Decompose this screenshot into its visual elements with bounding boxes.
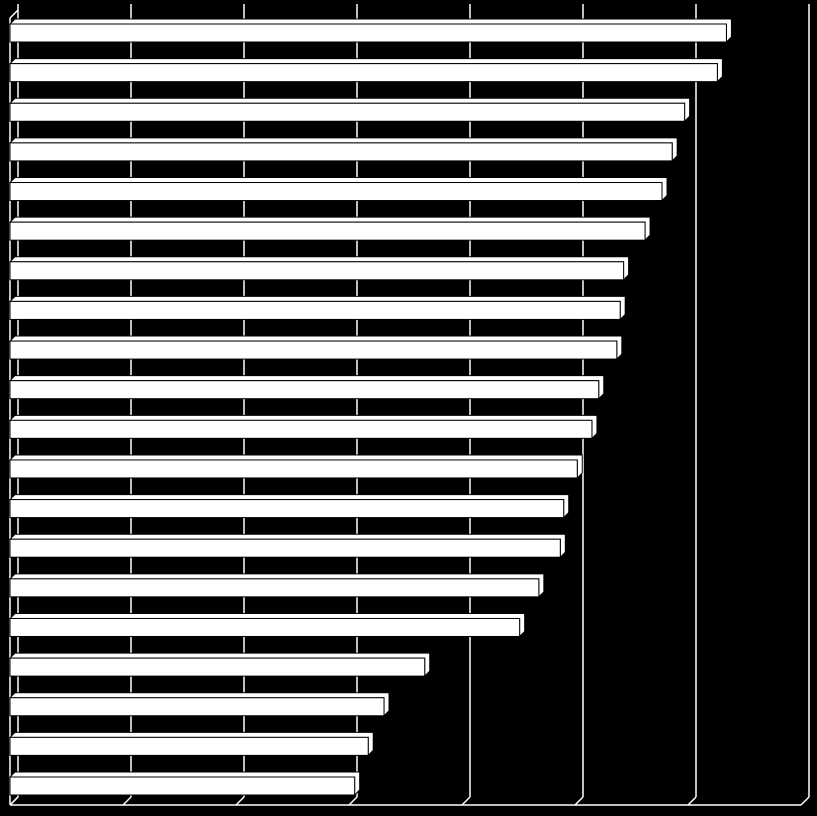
floor-line <box>348 796 358 806</box>
floor-line <box>800 796 810 806</box>
bar <box>9 182 663 202</box>
bar <box>9 538 561 558</box>
bar <box>9 221 646 241</box>
bar <box>9 657 426 677</box>
bar <box>9 776 356 796</box>
bar <box>9 617 521 637</box>
bar <box>9 102 686 122</box>
bar <box>9 419 593 439</box>
axis-line <box>9 9 19 19</box>
bar <box>9 380 600 400</box>
bar <box>9 300 621 320</box>
bar <box>9 63 718 83</box>
floor-line <box>235 796 245 806</box>
floor-line <box>687 796 697 806</box>
bar <box>9 142 673 162</box>
floor-line <box>574 796 584 806</box>
floor-line <box>9 796 19 806</box>
bar <box>9 499 565 519</box>
bar <box>9 261 625 281</box>
floor-line <box>122 796 132 806</box>
floor-line <box>461 796 471 806</box>
bar <box>9 697 385 717</box>
bar <box>9 340 618 360</box>
bar <box>9 459 578 479</box>
bar <box>9 578 540 598</box>
bar <box>9 736 369 756</box>
bar <box>9 23 727 43</box>
